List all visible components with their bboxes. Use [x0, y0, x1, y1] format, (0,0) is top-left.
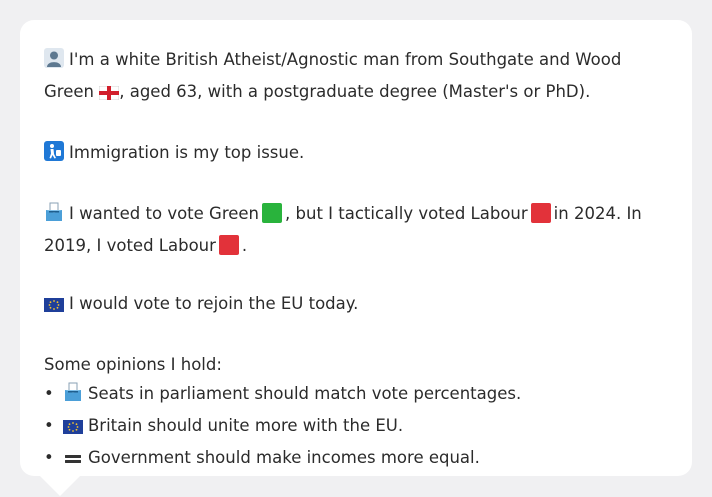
labour-square-icon [530, 203, 551, 223]
identity-text-1: I'm a white British Atheist/Agnostic man… [44, 50, 622, 101]
immigration-icon [44, 141, 64, 170]
england-flag-icon [98, 80, 120, 109]
identity-text-2: , aged 63, with a postgraduate degree (M… [119, 82, 591, 101]
equals-icon [63, 446, 83, 475]
eu-flag-icon [44, 292, 64, 321]
person-icon [44, 48, 64, 77]
opinions-heading: Some opinions I hold: [44, 355, 222, 374]
eu-flag-icon [62, 414, 83, 443]
bullet: • [44, 384, 54, 403]
opinion-text: Government should make incomes more equa… [87, 448, 480, 467]
identity-line: I'm a white British Atheist/Agnostic man… [44, 45, 668, 109]
vote-text-a: I wanted to vote Green [69, 204, 260, 223]
ballot-box-icon [63, 382, 83, 411]
bullet: • [44, 416, 54, 435]
opinion-item: • Government should make incomes more eq… [44, 443, 668, 475]
vote-text-c: in 2024. In 2019, I voted Labour [44, 204, 642, 255]
eu-stance-text: I would vote to rejoin the EU today. [69, 294, 359, 313]
vote-text-d: . [241, 236, 248, 255]
top-issue-text: Immigration is my top issue. [69, 143, 305, 162]
opinion-item: • Seats in parliament should match vote … [44, 379, 668, 411]
labour-square-icon-2019 [218, 235, 239, 255]
opinion-text: Britain should unite more with the EU. [87, 416, 404, 435]
ballot-box-icon [44, 202, 64, 231]
opinion-item: • Britain should unite more with the EU. [44, 411, 668, 443]
top-issue-line: Immigration is my top issue. [44, 138, 668, 170]
bullet: • [44, 448, 54, 467]
speech-bubble-tail [40, 476, 80, 496]
opinions-list: • Seats in parliament should match vote … [44, 379, 668, 475]
eu-stance-line: I would vote to rejoin the EU today. [44, 289, 668, 321]
voting-history: I wanted to vote Green , but I tactically… [44, 199, 668, 260]
profile-card: I'm a white British Atheist/Agnostic man… [20, 20, 692, 476]
vote-text-b: , but I tactically voted Labour [285, 204, 528, 223]
opinion-text: Seats in parliament should match vote pe… [87, 384, 522, 403]
green-party-square-icon [262, 203, 283, 223]
